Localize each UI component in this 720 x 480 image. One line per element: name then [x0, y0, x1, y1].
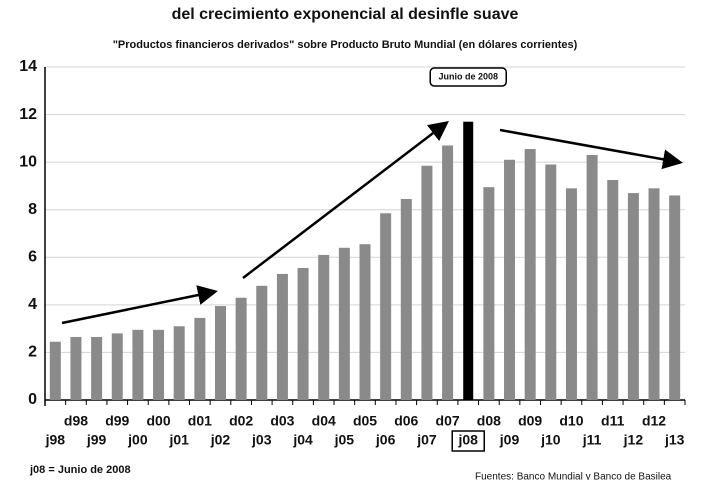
- chart-subtitle: "Productos financieros derivados" sobre …: [113, 39, 578, 51]
- bar: [504, 159, 516, 400]
- annotation-box: [429, 67, 507, 87]
- footnote: j08 = Junio de 2008: [29, 464, 131, 476]
- trend-arrows: [61, 120, 683, 325]
- bar: [524, 149, 536, 400]
- x-tick-label: j13: [664, 432, 685, 448]
- annotation: Junio de 2008: [438, 71, 498, 81]
- bar: [442, 145, 454, 400]
- x-tick-label: j02: [210, 432, 231, 448]
- bar: [49, 341, 61, 400]
- x-tick-label: d98: [64, 413, 88, 429]
- x-tick-label: j11: [582, 432, 602, 448]
- y-tick-label: 0: [28, 391, 37, 408]
- bar: [400, 199, 412, 400]
- x-tick-label: j10: [540, 432, 561, 448]
- bar: [256, 285, 268, 400]
- bar: [669, 195, 681, 400]
- x-tick-label: j07: [416, 432, 437, 448]
- bar: [338, 247, 350, 400]
- bar: [565, 188, 577, 400]
- bar: [91, 336, 103, 400]
- bar: [194, 317, 206, 400]
- bar: [214, 306, 226, 400]
- bar: [421, 165, 433, 400]
- arrow: [499, 128, 683, 170]
- x-tick-label: j00: [127, 432, 148, 448]
- x-tick-label: j08: [457, 432, 478, 448]
- x-tick-label: d06: [394, 413, 418, 429]
- y-tick-label: 14: [19, 58, 37, 75]
- x-tick-label: d99: [105, 413, 129, 429]
- bar: [483, 187, 495, 400]
- x-tick-label: j98: [45, 432, 66, 448]
- bar: [318, 254, 330, 400]
- x-tick-label: d07: [436, 413, 460, 429]
- x-tick-label: j05: [334, 432, 355, 448]
- bar: [627, 193, 639, 400]
- bar: [545, 164, 557, 400]
- x-tick-label: d11: [601, 413, 625, 429]
- x-tick-label: j09: [499, 432, 520, 448]
- x-tick-label: d03: [270, 413, 294, 429]
- x-tick-label: j99: [86, 432, 107, 448]
- x-tick-label: j12: [623, 432, 644, 448]
- bar: [463, 121, 474, 400]
- x-tick-label: d08: [477, 413, 501, 429]
- x-tick-label: d05: [353, 413, 377, 429]
- bar: [359, 244, 371, 400]
- y-tick-label: 2: [28, 344, 37, 361]
- bar: [235, 297, 247, 400]
- highlight-box: [451, 430, 485, 452]
- arrow: [61, 285, 218, 325]
- x-tick-label: d02: [229, 413, 253, 429]
- bar: [70, 336, 82, 400]
- bar: [153, 329, 165, 400]
- x-tick-label: j03: [251, 432, 272, 448]
- y-tick-label: 4: [28, 296, 37, 313]
- x-tick-label: d09: [518, 413, 542, 429]
- x-tick-label: d10: [559, 413, 583, 429]
- bar: [111, 333, 123, 400]
- y-tick-label: 10: [19, 153, 37, 170]
- bar: [586, 155, 598, 400]
- x-tick-label: j06: [375, 432, 396, 448]
- y-tick-label: 6: [28, 249, 37, 266]
- arrow: [242, 120, 449, 279]
- source: Fuentes: Banco Mundial y Banco de Basile…: [475, 472, 672, 480]
- bar: [607, 179, 619, 400]
- x-tick-label: j01: [168, 432, 189, 448]
- chart-title: del crecimiento exponencial al desinfle …: [172, 6, 519, 23]
- bar: [380, 213, 392, 400]
- x-tick-label: d12: [642, 413, 666, 429]
- bar: [132, 329, 144, 400]
- y-tick-label: 8: [28, 201, 37, 218]
- x-tick-label: j04: [292, 432, 313, 448]
- bar: [297, 267, 309, 400]
- x-tick-label: d04: [312, 413, 336, 429]
- y-tick-label: 12: [19, 106, 37, 123]
- bar: [648, 188, 660, 400]
- bar: [173, 326, 185, 400]
- x-tick-label: d01: [188, 413, 212, 429]
- bar: [276, 273, 288, 400]
- x-tick-label: d00: [146, 413, 170, 429]
